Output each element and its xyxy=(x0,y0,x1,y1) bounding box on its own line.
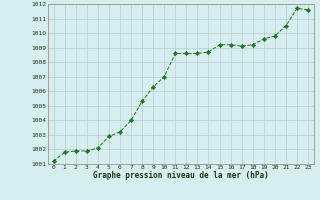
X-axis label: Graphe pression niveau de la mer (hPa): Graphe pression niveau de la mer (hPa) xyxy=(93,171,269,180)
